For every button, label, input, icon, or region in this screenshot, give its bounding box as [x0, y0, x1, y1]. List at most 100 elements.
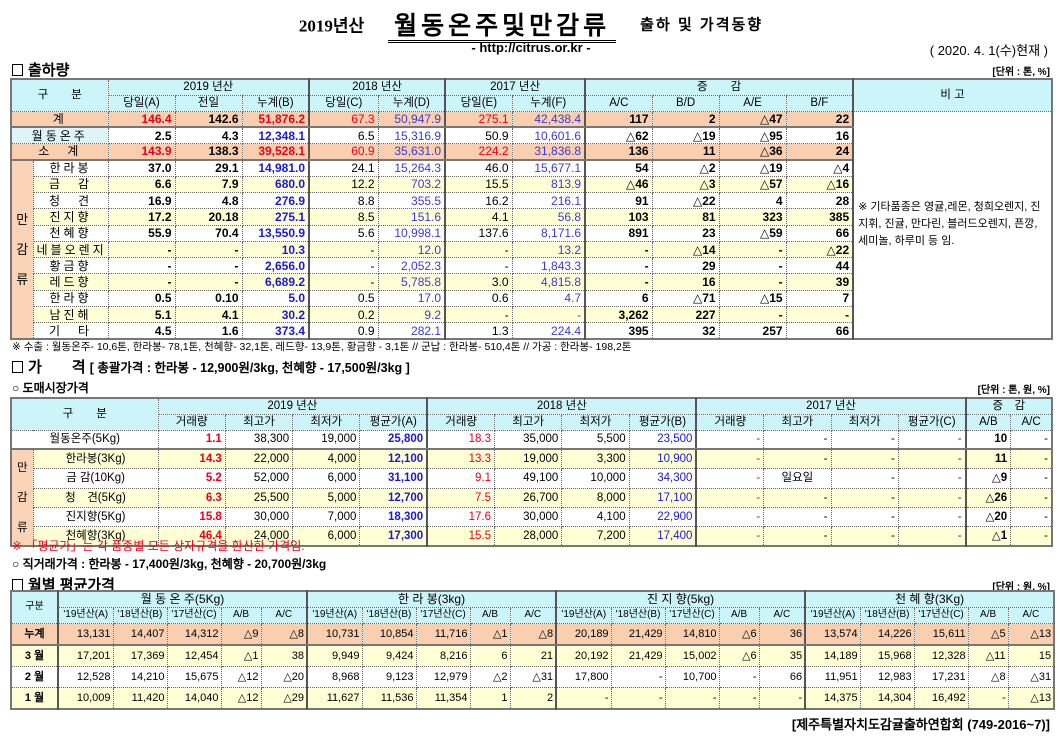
cell: △36	[718, 143, 787, 161]
group-label-char: 류	[16, 271, 29, 287]
group-label-char: 만	[16, 211, 29, 227]
cell: -	[174, 240, 243, 259]
cell: 12,100	[359, 448, 428, 470]
wholesale-title: ○ 도매시장가격	[12, 381, 89, 395]
cell: 17,300	[359, 526, 428, 547]
unit-label: [단위 : 톤, %]	[992, 67, 1050, 78]
cell: 11	[964, 448, 1012, 470]
cell: -	[511, 306, 586, 324]
cell: △5	[967, 622, 1009, 646]
subheader-1: 최고가	[224, 413, 294, 431]
cell: 813.9	[511, 175, 586, 193]
cell: 8,171.6	[511, 224, 586, 242]
row-label: 기 타	[32, 322, 109, 340]
cell: 15,002	[664, 644, 720, 667]
cell: 3.0	[444, 273, 513, 291]
cell: 37.0	[107, 159, 176, 177]
cell: △8	[509, 622, 557, 646]
cell: 13,574	[804, 622, 861, 646]
cell: 17,400	[628, 526, 697, 547]
table-row: 3 월 17,201 17,369 12,454 △1 38 9,949 9,424 8,216…	[10, 644, 1055, 667]
cell: 12.2	[308, 175, 379, 193]
cell: -	[763, 507, 832, 528]
header-group-3: 천 혜 향(3Kg)	[804, 590, 1055, 608]
cell: 7	[785, 289, 854, 308]
cell: 10,700	[664, 665, 720, 688]
cell: 2,656.0	[241, 257, 310, 275]
subheader: '19년산(A)	[306, 606, 363, 624]
cell: 142.6	[174, 110, 243, 129]
row-label: 레드향	[32, 273, 109, 291]
cell: 12,983	[859, 665, 915, 688]
row-label: 금 감(10Kg)	[32, 468, 159, 489]
cell: 14,304	[859, 687, 915, 710]
cell: 224.2	[444, 143, 513, 161]
cell: 8,000	[561, 487, 630, 509]
subheader: '17년산(C)	[664, 606, 720, 624]
cell: -	[555, 687, 612, 710]
cell: -	[695, 468, 765, 489]
cell: -	[107, 273, 176, 291]
cell: 4,000	[292, 448, 361, 470]
row-label: 계	[10, 110, 109, 129]
header-2018: 2018 년산	[308, 78, 446, 96]
cell: 24.1	[308, 159, 379, 177]
row-label: 진지향(5Kg)	[32, 507, 159, 528]
cell: 50.9	[444, 126, 513, 145]
cell: △6	[718, 622, 760, 646]
cell: -	[758, 687, 806, 710]
cell: 19,000	[292, 429, 361, 451]
document-title: 2019년산 월동온주및만감류 출하 및 가격동향	[0, 6, 1062, 43]
cell: 12,528	[57, 665, 114, 688]
cell: 39,528.1	[241, 143, 310, 161]
cell: 10,998.1	[377, 224, 446, 242]
cell: -	[897, 429, 967, 451]
cell: 4,815.8	[511, 273, 586, 291]
cell: △22	[785, 240, 854, 259]
cell: 12,348.1	[241, 126, 310, 145]
cell: 20,189	[555, 622, 612, 646]
cell: 10,731	[306, 622, 363, 646]
as-of-date: ( 2020. 4. 1(수)현재 )	[929, 43, 1048, 58]
cell: 8,216	[415, 644, 471, 667]
cell: 21	[509, 644, 557, 667]
website-url[interactable]: - http://citrus.or.kr -	[471, 40, 591, 55]
cell: 4	[718, 191, 787, 210]
header-change: 증 감	[964, 397, 1053, 415]
export-footnote: ※ 수출 : 월동온주- 10,6톤, 한라봉- 78,1톤, 천혜향- 32,…	[12, 341, 632, 353]
row-label: 금 감	[32, 175, 109, 193]
cell: 30,000	[224, 507, 294, 528]
cell: 66	[758, 665, 806, 688]
cell: 17,201	[57, 644, 114, 667]
cell: 6.3	[157, 487, 226, 509]
cell: -	[695, 487, 765, 509]
row-label: 월동온주	[10, 126, 109, 145]
cell: 25,500	[224, 487, 294, 509]
table-row: 기 타 4.5 1.6 373.4 0.9 282.1 1.3 224.4 395 32 257 66	[11, 322, 1052, 340]
cell: △19	[718, 159, 787, 177]
table-row: 월동온주(5Kg) 1.1 38,300 19,000 25,800 18.3 35,000…	[10, 429, 1053, 451]
row-label: 황금향	[32, 257, 109, 275]
cell: 14,040	[166, 687, 222, 710]
cell: 373.4	[241, 322, 310, 340]
cell: 1.3	[444, 322, 513, 340]
cell: 16	[785, 126, 854, 145]
table-row: 계 146.4 142.6 51,876.2 67.3 50,947.9 275.1 42,4…	[10, 110, 1053, 340]
cell: 9,424	[361, 644, 417, 667]
table-row: 만 감 류 한라봉(3Kg) 14.3 22,000 4,000 12,100 13.3 19,0…	[10, 448, 1053, 547]
cell: △2	[651, 159, 720, 177]
cell: 23,500	[628, 429, 697, 451]
cell: 46.4	[157, 526, 226, 547]
cell: 9.1	[426, 468, 496, 489]
cell: 11,420	[112, 687, 168, 710]
row-label: 한라봉(3Kg)	[32, 448, 159, 470]
cell: 12,700	[359, 487, 428, 509]
subheader: A/B	[469, 606, 511, 624]
cell: 51,876.2	[241, 110, 310, 129]
cell: 2	[509, 687, 557, 710]
cell: 0.2	[308, 306, 379, 324]
unit-label: [단위 : 원, %]	[992, 582, 1050, 593]
cell: 19,000	[494, 448, 563, 470]
cell: △19	[651, 126, 720, 145]
cell: 13.2	[511, 240, 586, 259]
